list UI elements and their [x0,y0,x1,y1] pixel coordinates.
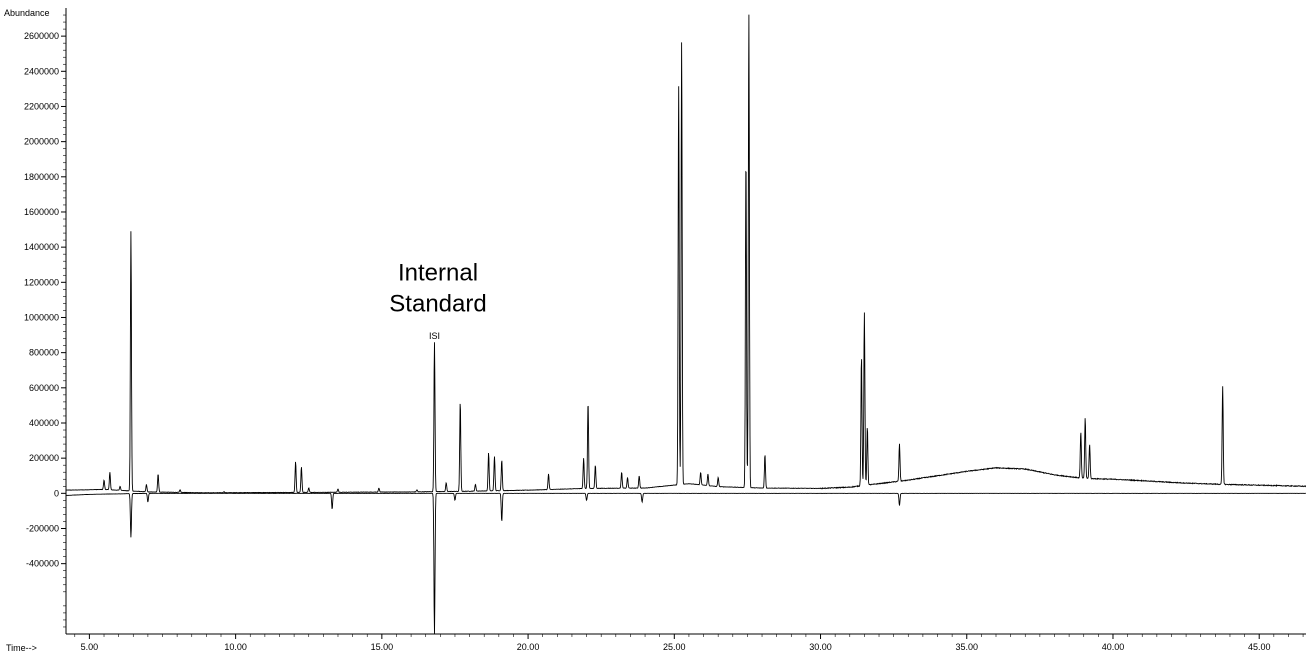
x-tick-label: 5.00 [81,642,99,652]
isi-peak-label: ISI [429,331,440,341]
y-tick-label: 600000 [29,383,59,393]
x-tick-label: 40.00 [1102,642,1125,652]
x-tick-label: 45.00 [1248,642,1271,652]
y-tick-label: 2000000 [24,137,59,147]
internal-standard-annotation: Internal [398,259,478,286]
y-axis-ticks: -400000 -200000 0 200000 400000 600000 800000 1… [24,14,66,628]
x-axis-ticks: 5.00 10.00 15.00 20.00 25.00 30.00 35.00 40.00 4… [74,634,1304,652]
internal-standard-annotation: Standard [389,290,486,317]
y-tick-label: 2200000 [24,101,59,111]
x-tick-label: 15.00 [371,642,394,652]
y-tick-label: 1400000 [24,242,59,252]
x-tick-label: 35.00 [955,642,978,652]
y-tick-label: 2600000 [24,31,59,41]
traces [65,14,1306,635]
x-axis-title: Time--> [6,643,37,653]
upper-trace-line [65,14,1306,494]
lower-trace-line [65,492,1306,635]
y-tick-label: -400000 [26,559,59,569]
x-tick-label: 30.00 [809,642,832,652]
y-tick-label: -200000 [26,523,59,533]
y-tick-label: 2400000 [24,66,59,76]
y-tick-label: 200000 [29,453,59,463]
y-tick-label: 1000000 [24,312,59,322]
plot-frame [65,8,1306,635]
y-tick-label: 1800000 [24,172,59,182]
y-tick-label: 400000 [29,418,59,428]
y-tick-label: 800000 [29,348,59,358]
annotations: Internal Standard ISI [389,259,486,341]
y-tick-label: 1200000 [24,277,59,287]
y-tick-label: 0 [54,488,59,498]
x-tick-label: 20.00 [517,642,540,652]
x-tick-label: 10.00 [224,642,247,652]
x-tick-label: 25.00 [663,642,686,652]
y-tick-label: 1600000 [24,207,59,217]
y-axis-title: Abundance [4,8,50,18]
